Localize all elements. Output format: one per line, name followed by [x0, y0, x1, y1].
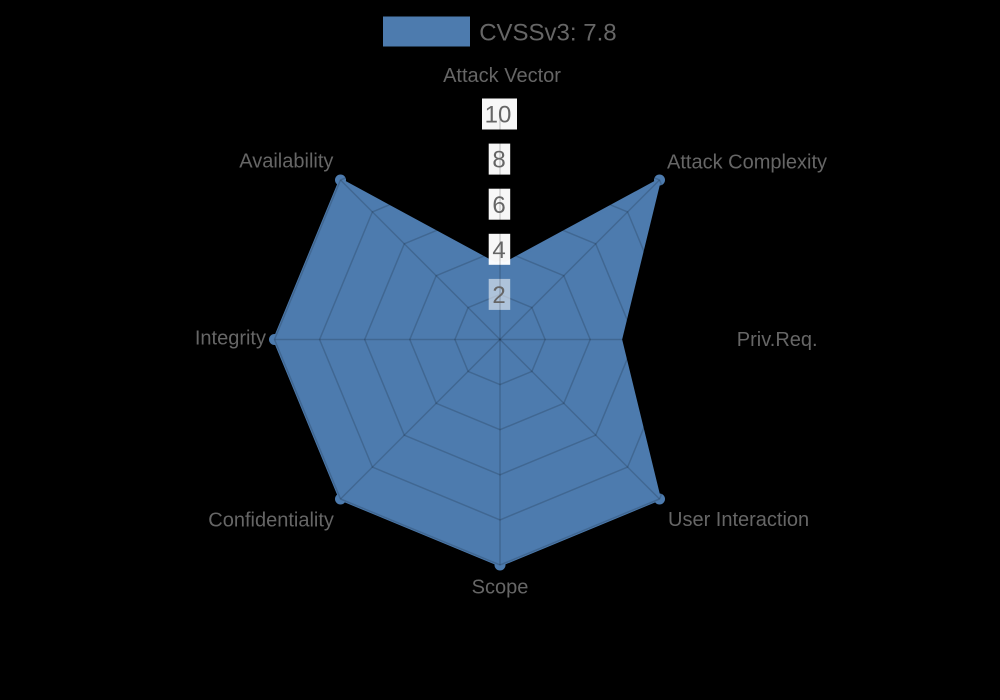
svg-text:2: 2: [492, 282, 505, 309]
svg-text:Attack Vector: Attack Vector: [443, 65, 561, 87]
svg-text:4: 4: [492, 237, 505, 264]
svg-text:Priv.Req.: Priv.Req.: [737, 329, 818, 351]
svg-text:Scope: Scope: [472, 576, 529, 598]
svg-text:Availability: Availability: [239, 150, 333, 172]
svg-text:6: 6: [492, 192, 505, 219]
svg-text:Confidentiality: Confidentiality: [208, 510, 334, 532]
svg-text:Attack Complexity: Attack Complexity: [667, 152, 827, 174]
svg-text:10: 10: [485, 102, 512, 129]
svg-text:User Interaction: User Interaction: [668, 509, 809, 531]
svg-text:8: 8: [492, 147, 505, 174]
svg-text:CVSSv3: 7.8: CVSSv3: 7.8: [479, 20, 616, 47]
svg-text:Integrity: Integrity: [195, 328, 266, 350]
